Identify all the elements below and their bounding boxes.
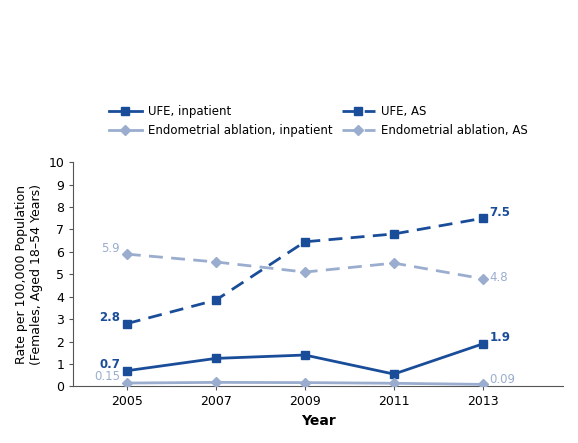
Text: 2.8: 2.8 (99, 311, 120, 324)
Text: 0.15: 0.15 (94, 370, 120, 383)
Text: 5.9: 5.9 (102, 242, 120, 255)
Text: 7.5: 7.5 (490, 206, 510, 219)
Text: 0.7: 0.7 (99, 358, 120, 371)
Text: 4.8: 4.8 (490, 271, 508, 284)
Text: 0.09: 0.09 (490, 373, 516, 385)
Text: 1.9: 1.9 (490, 331, 510, 344)
Legend: UFE, inpatient, Endometrial ablation, inpatient, UFE, AS, Endometrial ablation, : UFE, inpatient, Endometrial ablation, in… (109, 105, 528, 137)
Y-axis label: Rate per 100,000 Population
(Females, Aged 18–54 Years): Rate per 100,000 Population (Females, Ag… (15, 184, 43, 365)
X-axis label: Year: Year (301, 414, 336, 428)
